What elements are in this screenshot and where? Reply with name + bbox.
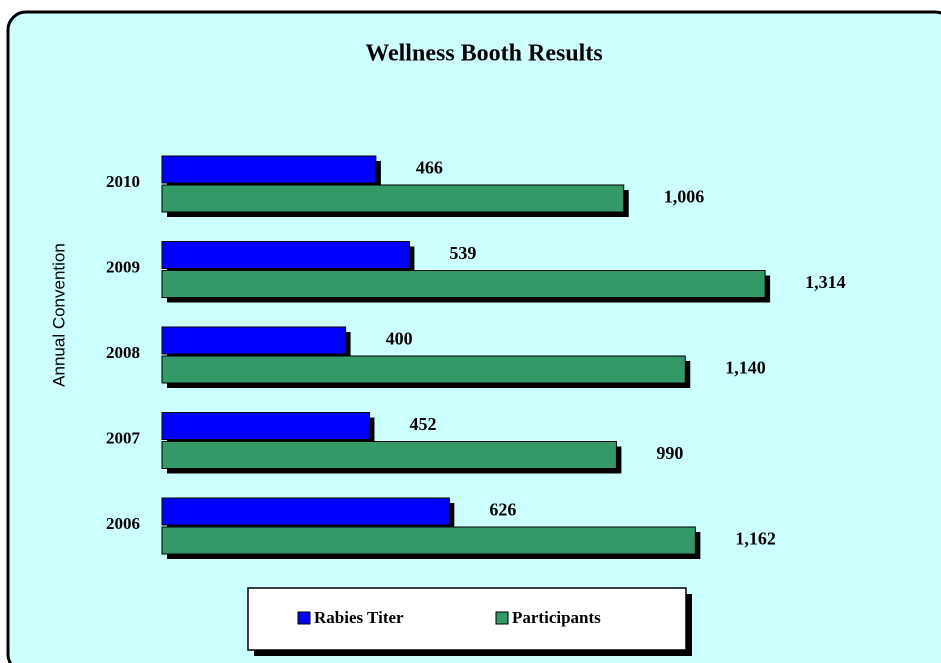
data-label: 452 <box>409 414 436 434</box>
data-label: 1,140 <box>725 358 766 378</box>
y-tick-label: 2006 <box>106 514 140 533</box>
data-label: 539 <box>449 243 476 263</box>
bar <box>161 326 347 355</box>
legend-label: Rabies Titer <box>314 608 404 627</box>
bar <box>161 270 766 298</box>
y-tick-label: 2008 <box>106 343 140 362</box>
y-axis-title: Annual Convention <box>49 243 68 387</box>
y-tick-label: 2007 <box>106 428 141 447</box>
y-tick-label: 2009 <box>106 257 140 276</box>
data-label: 466 <box>416 158 443 178</box>
bar <box>161 497 450 526</box>
legend <box>247 587 687 651</box>
legend-swatch <box>495 611 509 625</box>
data-label: 626 <box>489 500 516 520</box>
data-label: 1,006 <box>664 187 705 207</box>
bar <box>161 241 410 269</box>
chart-frame <box>6 10 941 663</box>
bar <box>161 184 625 213</box>
data-label: 1,162 <box>735 529 776 549</box>
chart-title: Wellness Booth Results <box>365 41 602 67</box>
y-tick-label: 2010 <box>106 172 140 191</box>
legend-swatch <box>297 611 311 625</box>
data-label: 400 <box>386 329 413 349</box>
bar <box>161 412 370 440</box>
bar <box>161 526 696 555</box>
bar <box>161 155 377 184</box>
data-label: 990 <box>656 443 683 463</box>
legend-label: Participants <box>512 608 601 627</box>
bar <box>161 355 686 384</box>
bar <box>161 441 617 469</box>
data-label: 1,314 <box>805 272 846 292</box>
